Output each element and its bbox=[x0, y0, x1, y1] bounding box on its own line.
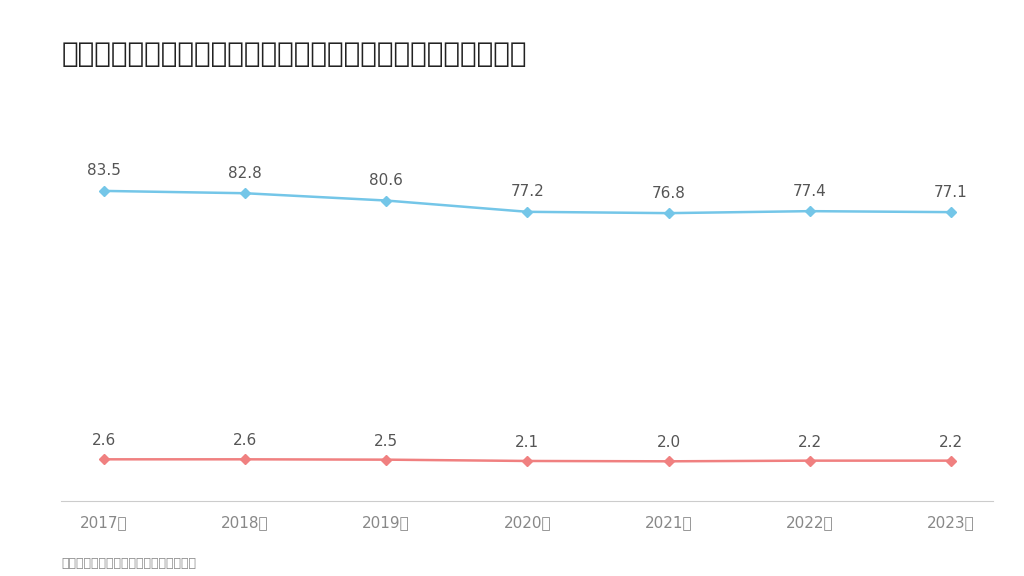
Text: 2.6: 2.6 bbox=[232, 433, 257, 448]
Text: 77.1: 77.1 bbox=[934, 185, 968, 200]
Text: 2.2: 2.2 bbox=[939, 434, 963, 449]
Text: 76.8: 76.8 bbox=[651, 185, 685, 200]
Text: 出所：厚生労働省「毎月勤労統計調査」: 出所：厚生労働省「毎月勤労統計調査」 bbox=[61, 557, 197, 570]
Text: 77.4: 77.4 bbox=[793, 184, 826, 199]
Text: 80.6: 80.6 bbox=[370, 173, 403, 188]
Text: 83.5: 83.5 bbox=[87, 164, 121, 179]
Text: 82.8: 82.8 bbox=[228, 166, 262, 181]
Text: 77.2: 77.2 bbox=[511, 184, 544, 199]
Text: 2.2: 2.2 bbox=[798, 434, 822, 449]
Text: 2.0: 2.0 bbox=[656, 435, 681, 450]
Text: 2.5: 2.5 bbox=[374, 434, 398, 449]
Text: パート・アルバイトの月間労働時間・残業時間（単位：時間）: パート・アルバイトの月間労働時間・残業時間（単位：時間） bbox=[61, 40, 527, 69]
Text: 2.1: 2.1 bbox=[515, 435, 540, 450]
Text: 2.6: 2.6 bbox=[92, 433, 116, 448]
